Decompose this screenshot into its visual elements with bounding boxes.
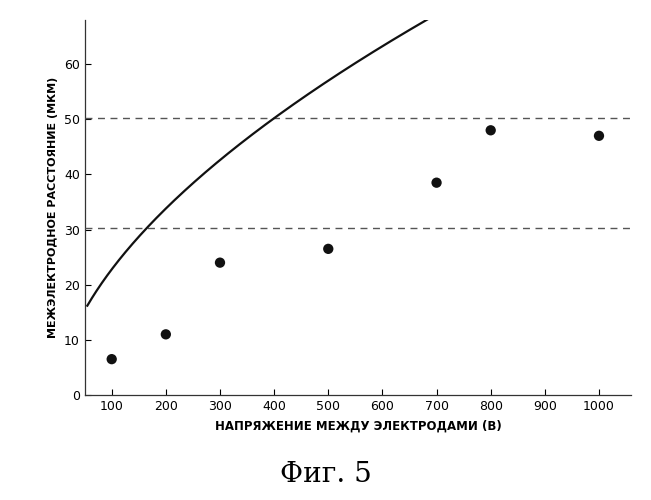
Point xyxy=(107,355,117,363)
Text: Фиг. 5: Фиг. 5 xyxy=(280,460,371,487)
Point xyxy=(323,245,333,253)
X-axis label: НАПРЯЖЕНИЕ МЕЖДУ ЭЛЕКТРОДАМИ (В): НАПРЯЖЕНИЕ МЕЖДУ ЭЛЕКТРОДАМИ (В) xyxy=(215,420,501,433)
Point xyxy=(486,126,496,134)
Point xyxy=(594,132,604,140)
Point xyxy=(161,330,171,338)
Point xyxy=(432,178,442,186)
Y-axis label: МЕЖЭЛЕКТРОДНОЕ РАССТОЯНИЕ (МКМ): МЕЖЭЛЕКТРОДНОЕ РАССТОЯНИЕ (МКМ) xyxy=(48,77,58,338)
Point xyxy=(215,258,225,266)
